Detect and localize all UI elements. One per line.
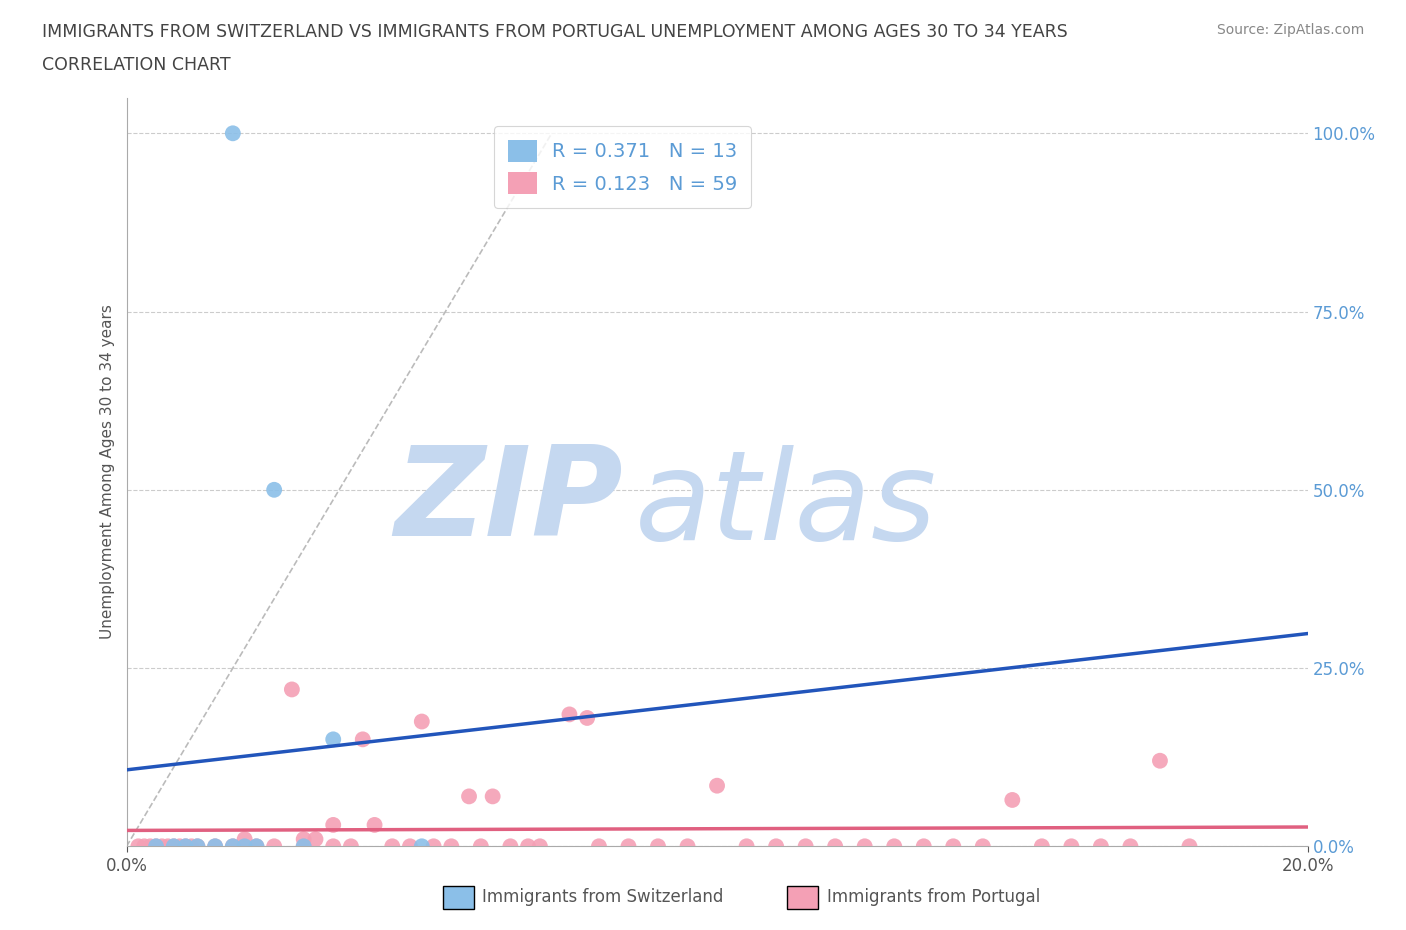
Point <box>186 839 208 854</box>
Point <box>180 839 202 854</box>
Point <box>794 839 817 854</box>
Point <box>139 839 162 854</box>
Point <box>127 839 149 854</box>
Point <box>588 839 610 854</box>
Point <box>169 839 191 854</box>
Point <box>204 839 226 854</box>
Y-axis label: Unemployment Among Ages 30 to 34 years: Unemployment Among Ages 30 to 34 years <box>100 304 115 640</box>
Point <box>263 839 285 854</box>
Point <box>1031 839 1053 854</box>
Point <box>233 831 256 846</box>
Point <box>174 839 197 854</box>
Point <box>381 839 404 854</box>
Point <box>411 839 433 854</box>
Point <box>292 831 315 846</box>
Point <box>517 839 540 854</box>
Point <box>440 839 463 854</box>
Point <box>186 839 208 854</box>
Point <box>322 817 344 832</box>
Point <box>1001 792 1024 807</box>
Point <box>399 839 422 854</box>
Point <box>322 732 344 747</box>
Point <box>304 831 326 846</box>
Point <box>222 126 245 140</box>
Point <box>163 839 186 854</box>
Point <box>912 839 935 854</box>
Point <box>422 839 444 854</box>
Text: atlas: atlas <box>634 445 936 566</box>
Text: IMMIGRANTS FROM SWITZERLAND VS IMMIGRANTS FROM PORTUGAL UNEMPLOYMENT AMONG AGES : IMMIGRANTS FROM SWITZERLAND VS IMMIGRANT… <box>42 23 1069 41</box>
Point <box>222 839 245 854</box>
Point <box>281 682 304 697</box>
Point <box>1149 753 1171 768</box>
Point <box>765 839 787 854</box>
Point <box>322 839 344 854</box>
Text: Immigrants from Portugal: Immigrants from Portugal <box>827 888 1040 907</box>
Point <box>458 789 481 804</box>
Point <box>735 839 758 854</box>
Point <box>245 839 267 854</box>
Point <box>824 839 846 854</box>
Point <box>340 839 363 854</box>
Point <box>676 839 699 854</box>
Point <box>706 778 728 793</box>
Point <box>156 839 179 854</box>
Point <box>174 839 197 854</box>
Point <box>972 839 994 854</box>
Point <box>245 839 267 854</box>
Point <box>1178 839 1201 854</box>
Point <box>363 817 385 832</box>
Legend: R = 0.371   N = 13, R = 0.123   N = 59: R = 0.371 N = 13, R = 0.123 N = 59 <box>494 126 751 208</box>
Point <box>145 839 167 854</box>
Point <box>292 839 315 854</box>
Point <box>163 839 186 854</box>
Point <box>1119 839 1142 854</box>
Point <box>292 839 315 854</box>
Point <box>942 839 965 854</box>
Point <box>883 839 905 854</box>
Point <box>499 839 522 854</box>
Point <box>470 839 492 854</box>
Point <box>150 839 173 854</box>
Point <box>204 839 226 854</box>
Point <box>233 839 256 854</box>
Text: Immigrants from Switzerland: Immigrants from Switzerland <box>482 888 724 907</box>
Point <box>411 714 433 729</box>
Point <box>481 789 503 804</box>
Point <box>576 711 599 725</box>
Text: ZIP: ZIP <box>394 442 623 563</box>
Point <box>352 732 374 747</box>
Point <box>263 483 285 498</box>
Point <box>853 839 876 854</box>
Point <box>647 839 669 854</box>
Point <box>1060 839 1083 854</box>
Point <box>222 839 245 854</box>
Point <box>558 707 581 722</box>
Point <box>617 839 640 854</box>
Text: CORRELATION CHART: CORRELATION CHART <box>42 56 231 73</box>
Point <box>145 839 167 854</box>
Point <box>134 839 156 854</box>
Point <box>1090 839 1112 854</box>
Point <box>529 839 551 854</box>
Text: Source: ZipAtlas.com: Source: ZipAtlas.com <box>1216 23 1364 37</box>
